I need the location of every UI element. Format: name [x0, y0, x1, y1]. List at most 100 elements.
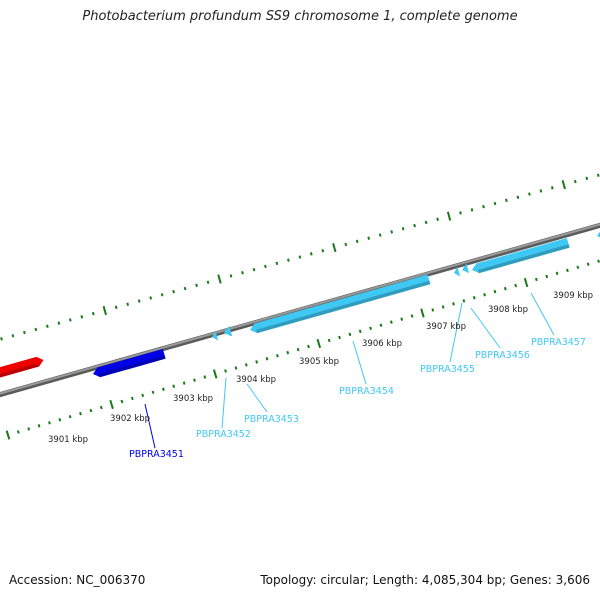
inner-tick [172, 384, 176, 388]
gene-arrow[interactable] [223, 326, 233, 338]
gene-arrow-body[interactable] [461, 263, 470, 275]
inner-tick [369, 326, 372, 330]
gene-arrow[interactable] [471, 237, 570, 275]
label-leader-line [246, 383, 268, 413]
outer-tick [596, 173, 600, 177]
gene-label[interactable]: PBPRA3454 [339, 386, 394, 397]
inner-tick [58, 418, 62, 422]
inner-tick [545, 274, 549, 279]
gene-arrow[interactable] [211, 330, 219, 342]
inner-tick [296, 347, 300, 352]
outer-tick [424, 220, 428, 225]
inner-tick [307, 344, 310, 349]
outer-tick [390, 230, 394, 234]
outer-tick [0, 337, 3, 341]
gene-track [0, 228, 600, 383]
gene-arrow-body[interactable] [471, 237, 570, 275]
outer-tick [57, 321, 61, 325]
inner-tick [410, 314, 414, 318]
gene-arrow-body[interactable] [92, 349, 166, 379]
scale-label: 3903 kbp [173, 394, 213, 404]
inner-tick [566, 268, 569, 273]
gene-label[interactable]: PBPRA3456 [475, 350, 530, 361]
inner-tick [493, 289, 497, 294]
outer-tick [413, 223, 416, 228]
inner-tick [316, 338, 322, 349]
outer-tick [539, 189, 543, 193]
inner-tick [523, 277, 529, 288]
inner-tick [420, 308, 425, 318]
outer-tick [561, 180, 566, 190]
outer-tick [252, 267, 256, 272]
gene-label[interactable]: PBPRA3452 [196, 429, 251, 440]
gene-arrow[interactable] [461, 263, 470, 275]
gene-arrow-body[interactable] [223, 326, 233, 338]
label-leader-lines [144, 292, 555, 449]
outer-tick [401, 227, 405, 231]
outer-tick [309, 252, 313, 256]
inner-tick [27, 427, 31, 431]
gene-arrow-body[interactable] [211, 330, 219, 342]
inner-tick [327, 338, 331, 343]
label-leader-line [470, 307, 501, 349]
inner-tick [16, 430, 20, 434]
inner-tick [99, 405, 103, 410]
inner-tick [182, 381, 186, 385]
inner-tick [244, 363, 248, 367]
outer-tick [287, 258, 290, 262]
inner-tick [203, 375, 207, 379]
scale-label: 3907 kbp [426, 322, 466, 332]
gene-label[interactable]: PBPRA3451 [129, 449, 184, 460]
scale-label: 3901 kbp [48, 435, 88, 445]
gene-arrow[interactable] [92, 349, 166, 379]
gene-arrow-body[interactable] [249, 274, 431, 335]
inner-tick [576, 265, 580, 270]
label-leader-line [144, 403, 156, 449]
inner-tick [89, 408, 93, 413]
gene-arrow-body[interactable] [596, 228, 600, 240]
outer-tick [436, 217, 439, 221]
inner-tick [338, 335, 341, 340]
outer-tick [126, 302, 130, 306]
outer-tick [68, 318, 72, 322]
inner-tick [130, 396, 134, 401]
gene-label[interactable]: PBPRA3453 [244, 414, 299, 425]
inner-tick [120, 399, 124, 404]
outer-tick-track [0, 173, 600, 341]
gene-label[interactable]: PBPRA3455 [420, 364, 475, 375]
inner-tick [400, 317, 404, 321]
outer-tick [528, 192, 531, 196]
inner-tick [452, 302, 455, 306]
gene-arrow-shade [0, 363, 40, 383]
outer-tick [91, 311, 95, 316]
outer-tick [550, 186, 554, 190]
label-leader-line [449, 302, 463, 363]
gene-label[interactable]: PBPRA3457 [531, 337, 586, 348]
gene-arrow[interactable] [0, 355, 45, 383]
inner-tick-track [5, 259, 600, 440]
inner-tick [535, 277, 538, 282]
gene-arrow-body[interactable] [0, 355, 45, 383]
outer-tick [378, 233, 382, 237]
inner-tick [379, 323, 383, 327]
inner-tick [276, 354, 279, 358]
inner-tick [151, 390, 155, 395]
inner-tick [286, 350, 290, 355]
outer-tick [149, 296, 153, 300]
outer-tick [321, 249, 325, 253]
inner-tick [431, 308, 435, 312]
outer-tick [114, 305, 118, 310]
gene-arrow-body[interactable] [453, 266, 461, 278]
gene-arrow[interactable] [596, 228, 600, 240]
scale-label: 3906 kbp [362, 339, 402, 349]
outer-tick [80, 315, 84, 319]
gene-arrow[interactable] [249, 274, 431, 335]
inner-tick [503, 286, 507, 291]
inner-tick [255, 360, 259, 364]
outer-tick [367, 236, 371, 240]
outer-tick [34, 327, 38, 332]
outer-tick [172, 289, 175, 294]
inner-tick [37, 424, 41, 428]
inner-tick [389, 320, 393, 324]
gene-arrow[interactable] [453, 266, 461, 278]
